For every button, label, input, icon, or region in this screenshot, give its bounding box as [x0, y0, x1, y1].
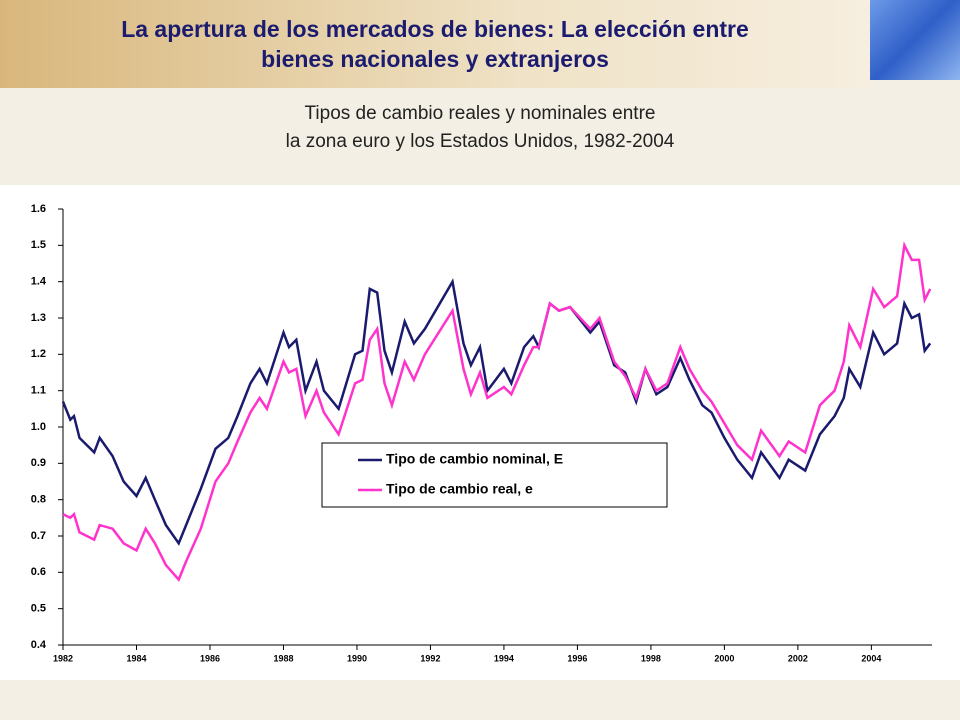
- x-tick-label: 1996: [567, 653, 587, 663]
- y-tick-label: 0.5: [31, 603, 46, 615]
- y-tick-label: 0.6: [31, 566, 46, 578]
- y-tick-label: 1.5: [31, 239, 46, 251]
- x-tick-label: 1986: [200, 653, 220, 663]
- legend-label: Tipo de cambio real, e: [386, 481, 533, 497]
- y-tick-label: 1.0: [31, 421, 46, 433]
- x-tick-label: 1982: [53, 653, 73, 663]
- y-tick-label: 0.8: [31, 494, 46, 506]
- y-tick-label: 0.9: [31, 457, 46, 469]
- slide-title-line: La apertura de los mercados de bienes: L…: [121, 16, 749, 42]
- legend-box: [321, 442, 668, 508]
- x-tick-label: 1990: [347, 653, 367, 663]
- chart-title-line: Tipos de cambio reales y nominales entre: [304, 103, 656, 124]
- slide-title: La apertura de los mercados de bienes: L…: [0, 14, 870, 74]
- y-tick-label: 1.6: [31, 203, 46, 215]
- y-tick-label: 0.4: [31, 639, 47, 651]
- x-tick-label: 2002: [788, 653, 808, 663]
- series-line: [61, 278, 932, 546]
- slide-title-line: bienes nacionales y extranjeros: [261, 46, 609, 72]
- y-tick-label: 1.4: [31, 276, 47, 288]
- legend-label: Tipo de cambio nominal, E: [386, 451, 563, 467]
- x-tick-label: 1992: [420, 653, 440, 663]
- x-tick-label: 1984: [126, 653, 146, 663]
- x-tick-label: 2000: [714, 653, 734, 663]
- chart: 0.4 0.5 0.6 0.7 0.8 0.9 1.0 1.1 1.2 1.3 1.4 1.5 1.6 1…: [0, 185, 960, 680]
- y-tick-label: 1.2: [31, 348, 46, 360]
- header-band: [0, 0, 870, 88]
- y-tick-label: 1.1: [31, 385, 46, 397]
- x-tick-label: 1988: [273, 653, 293, 663]
- chart-title-line: la zona euro y los Estados Unidos, 1982-…: [285, 131, 675, 152]
- y-tick-label: 1.3: [31, 312, 46, 324]
- series-line: [62, 241, 932, 582]
- x-tick-label: 1998: [641, 653, 661, 663]
- y-tick-label: 0.7: [31, 530, 46, 542]
- x-tick-label: 1994: [494, 653, 514, 663]
- logo: [870, 0, 960, 80]
- chart-title: Tipos de cambio reales y nominales entre…: [0, 100, 960, 156]
- x-tick-label: 2004: [861, 653, 881, 663]
